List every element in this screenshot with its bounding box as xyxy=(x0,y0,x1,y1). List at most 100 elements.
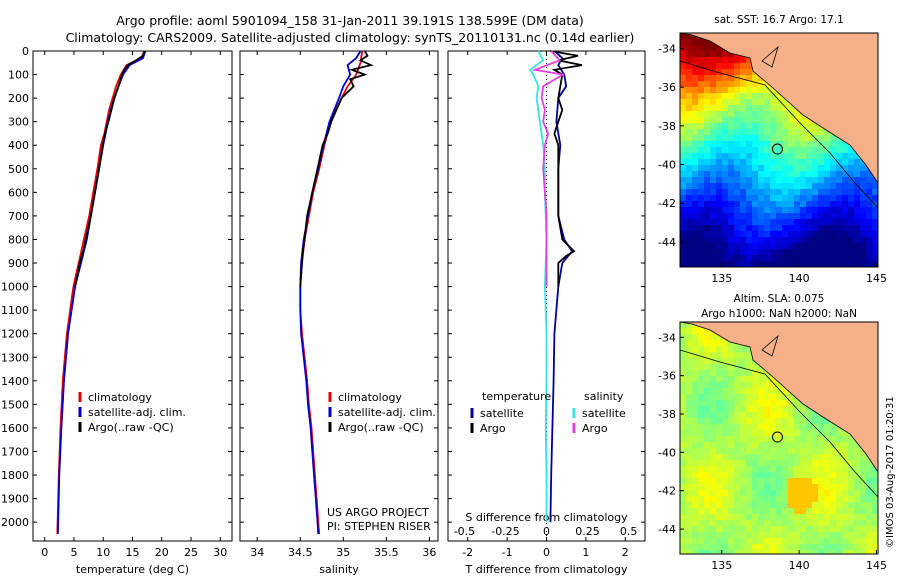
map-cell xyxy=(686,177,692,183)
map-cell xyxy=(770,231,776,237)
map-cell xyxy=(698,213,704,219)
map-cell xyxy=(770,514,776,520)
map-cell xyxy=(722,472,728,478)
map-cell xyxy=(680,370,686,376)
map-cell xyxy=(710,111,716,117)
map-cell xyxy=(758,237,764,243)
map-cell xyxy=(686,153,692,159)
map-cell xyxy=(680,418,686,424)
map-cell xyxy=(800,129,806,135)
map-cell xyxy=(854,261,860,267)
map-cell xyxy=(728,189,734,195)
map-cell xyxy=(782,207,788,213)
map-cell xyxy=(728,418,734,424)
map-cell xyxy=(722,550,728,554)
map-cell xyxy=(716,207,722,213)
map-cell xyxy=(686,370,692,376)
map-cell xyxy=(764,255,770,261)
map-cell xyxy=(710,159,716,165)
map-cell xyxy=(812,520,818,526)
map-cell xyxy=(704,261,710,267)
map-cell xyxy=(698,225,704,231)
map-cell xyxy=(692,478,698,484)
map-cell xyxy=(872,538,878,544)
map-cell xyxy=(716,370,722,376)
map-cell xyxy=(698,412,704,418)
map-cell xyxy=(836,466,842,472)
map-cell xyxy=(680,75,686,81)
map-cell xyxy=(770,484,776,490)
map-cell xyxy=(692,442,698,448)
map-cell xyxy=(806,454,812,460)
map-cell xyxy=(776,171,782,177)
map-cell xyxy=(746,406,752,412)
map-cell xyxy=(734,520,740,526)
map-y-tick-label: -42 xyxy=(658,197,676,210)
map-cell xyxy=(740,195,746,201)
map-cell xyxy=(854,460,860,466)
map-cell xyxy=(698,123,704,129)
map-cell xyxy=(716,75,722,81)
sst-map-panel: 135 140 145-34-36-38-40-42-44 xyxy=(658,32,887,285)
map-cell xyxy=(770,141,776,147)
map-cell xyxy=(776,261,782,267)
map-cell xyxy=(842,550,848,554)
map-cell xyxy=(812,514,818,520)
map-cell xyxy=(782,502,788,508)
map-cell xyxy=(758,141,764,147)
map-cell xyxy=(740,472,746,478)
map-cell xyxy=(722,123,728,129)
map-cell xyxy=(782,394,788,400)
map-cell xyxy=(686,201,692,207)
map-cell xyxy=(818,502,824,508)
map-cell xyxy=(830,147,836,153)
x-tick-label: 20 xyxy=(155,546,169,559)
map-cell xyxy=(680,508,686,514)
map-cell xyxy=(680,99,686,105)
map-cell xyxy=(710,201,716,207)
map-cell xyxy=(794,418,800,424)
map-cell xyxy=(824,255,830,261)
map-cell xyxy=(752,508,758,514)
map-cell xyxy=(824,508,830,514)
map-cell xyxy=(704,370,710,376)
map-cell xyxy=(776,129,782,135)
map-cell xyxy=(800,448,806,454)
map-cell xyxy=(800,225,806,231)
map-cell xyxy=(794,490,800,496)
map-x-tick-label: 140 xyxy=(789,272,810,285)
map-cell xyxy=(770,406,776,412)
map-cell xyxy=(794,237,800,243)
map-cell xyxy=(752,153,758,159)
map-cell xyxy=(716,189,722,195)
map-cell xyxy=(728,105,734,111)
map-cell xyxy=(686,33,692,39)
map-cell xyxy=(746,225,752,231)
map-cell xyxy=(704,105,710,111)
map-cell xyxy=(788,508,794,514)
map-cell xyxy=(824,526,830,532)
map-cell xyxy=(830,490,836,496)
map-cell xyxy=(866,490,872,496)
map-cell xyxy=(704,45,710,51)
map-cell xyxy=(680,490,686,496)
map-cell xyxy=(764,496,770,502)
map-cell xyxy=(872,261,878,267)
map-cell xyxy=(842,189,848,195)
map-cell xyxy=(746,213,752,219)
map-cell xyxy=(686,183,692,189)
map-cell xyxy=(680,195,686,201)
map-cell xyxy=(734,538,740,544)
map-cell xyxy=(788,213,794,219)
map-cell xyxy=(842,460,848,466)
map-cell xyxy=(866,225,872,231)
map-cell xyxy=(698,382,704,388)
map-cell xyxy=(680,478,686,484)
map-cell xyxy=(752,376,758,382)
map-cell xyxy=(806,448,812,454)
map-cell xyxy=(680,93,686,99)
map-cell xyxy=(704,141,710,147)
map-cell xyxy=(758,466,764,472)
map-cell xyxy=(806,135,812,141)
map-cell xyxy=(824,159,830,165)
